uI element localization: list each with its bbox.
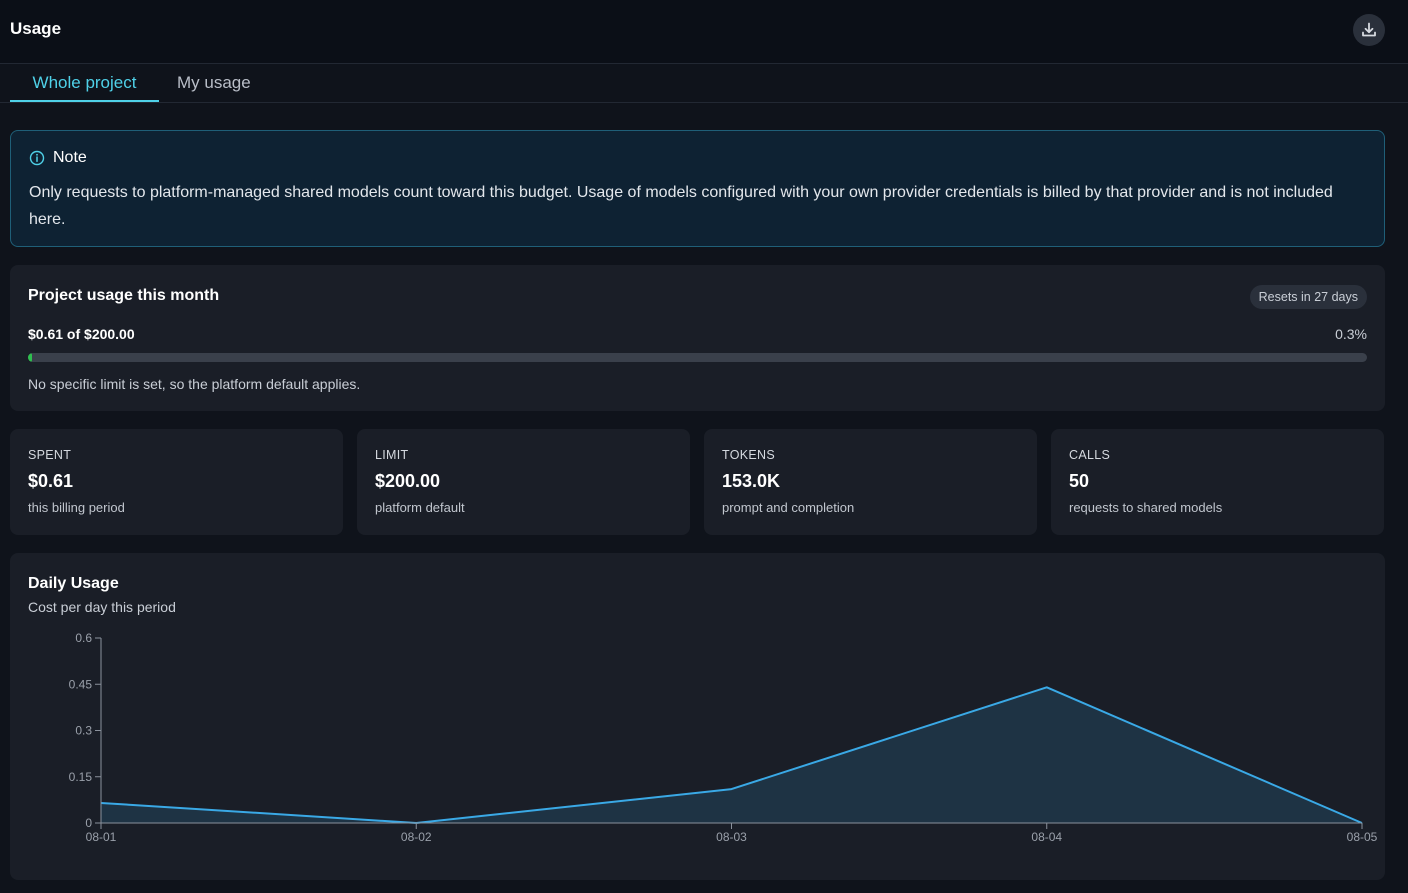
- stat-value: 50: [1069, 471, 1090, 491]
- y-tick-label: 0.45: [69, 677, 93, 691]
- stat-card-tokens: TOKENS 153.0K prompt and completion: [704, 429, 1037, 535]
- tab-my-usage[interactable]: My usage: [177, 73, 251, 92]
- stat-subtext: prompt and completion: [722, 500, 855, 515]
- top-bar: Usage: [0, 0, 1408, 64]
- note-title: Note: [53, 149, 87, 166]
- x-tick-label: 08-05: [1347, 830, 1378, 844]
- x-tick-label: 08-02: [401, 830, 432, 844]
- download-icon: [1362, 22, 1376, 37]
- usage-footnote: No specific limit is set, so the platfor…: [28, 376, 361, 392]
- stat-value: $0.61: [28, 471, 74, 491]
- daily-usage-chart: 0 0.15 0.3 0.45 0.6 08-01 08-02 08-03 08-04 08-05: [69, 631, 1378, 844]
- usage-percent: 0.3%: [1335, 326, 1367, 342]
- usage-progress-bar: [28, 353, 1367, 362]
- daily-usage-card: Daily Usage Cost per day this period 0 0.…: [10, 553, 1385, 880]
- usage-progress-fill: [28, 353, 33, 362]
- daily-usage-title: Daily Usage: [28, 575, 119, 592]
- y-tick-label: 0.3: [75, 724, 92, 738]
- tab-whole-project[interactable]: Whole project: [10, 64, 159, 102]
- stat-card-calls: CALLS 50 requests to shared models: [1051, 429, 1384, 535]
- info-icon: [29, 150, 45, 166]
- stat-value: 153.0K: [722, 471, 781, 491]
- stat-subtext: this billing period: [28, 500, 125, 515]
- x-tick-label: 08-03: [716, 830, 747, 844]
- note-banner: Note Only requests to platform-managed s…: [10, 130, 1385, 247]
- stat-card-limit: LIMIT $200.00 platform default: [357, 429, 690, 535]
- y-tick-label: 0: [85, 816, 92, 830]
- stat-label: CALLS: [1069, 448, 1111, 462]
- stat-label: LIMIT: [375, 448, 409, 462]
- x-tick-label: 08-04: [1031, 830, 1062, 844]
- note-header: Note: [29, 149, 87, 167]
- y-tick-label: 0.6: [75, 631, 92, 645]
- resets-badge: Resets in 27 days: [1249, 285, 1367, 309]
- download-button[interactable]: [1353, 14, 1385, 46]
- stat-card-spent: SPENT $0.61 this billing period: [10, 429, 343, 535]
- project-usage-card: Project usage this month Resets in 27 da…: [10, 265, 1385, 411]
- daily-usage-subtitle: Cost per day this period: [28, 599, 176, 615]
- y-tick-label: 0.15: [69, 770, 93, 784]
- chart-area: [101, 687, 1362, 823]
- page-title: Usage: [10, 19, 62, 38]
- stat-subtext: requests to shared models: [1069, 500, 1223, 515]
- stat-label: SPENT: [28, 448, 72, 462]
- stat-subtext: platform default: [375, 500, 465, 515]
- stat-label: TOKENS: [722, 448, 775, 462]
- usage-amount: $0.61 of $200.00: [28, 326, 135, 342]
- stat-value: $200.00: [375, 471, 441, 491]
- note-body: Only requests to platform-managed shared…: [29, 184, 1333, 228]
- tab-bar: Whole project My usage: [0, 64, 1408, 103]
- chart-series-line: [100, 686, 1363, 824]
- project-usage-title: Project usage this month: [28, 287, 220, 304]
- x-tick-label: 08-01: [86, 830, 117, 844]
